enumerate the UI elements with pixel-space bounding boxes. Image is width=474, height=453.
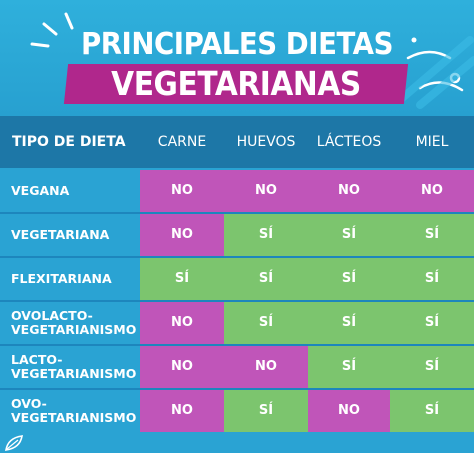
row-divider [0, 300, 474, 302]
column-header-diet-type: TIPO DE DIETA [12, 134, 126, 150]
row-label: VEGETARIANA [0, 214, 140, 256]
table-cell: SÍ [390, 302, 474, 344]
table-cell: SÍ [308, 258, 390, 300]
title-highlight: VEGETARIANAS [63, 64, 409, 104]
title-line-2: VEGETARIANAS [111, 64, 361, 103]
row-label-line-2: VEGETARIANISMO [11, 410, 137, 425]
row-divider [0, 344, 474, 346]
table-cell: SÍ [308, 346, 390, 388]
row-label: OVOLACTO- VEGETARIANISMO [0, 302, 140, 344]
table-row: OVO- VEGETARIANISMO NO SÍ NO SÍ [0, 390, 474, 432]
column-header-carne: CARNE [157, 134, 207, 150]
table-cell: SÍ [390, 346, 474, 388]
row-label-line-1: FLEXITARIANA [11, 271, 112, 286]
header: PRINCIPALES DIETAS VEGETARIANAS [0, 0, 474, 116]
table-cell: SÍ [390, 258, 474, 300]
table-cell: SÍ [224, 214, 308, 256]
row-label: FLEXITARIANA [0, 258, 140, 300]
table-row: VEGANA NO NO NO NO [0, 170, 474, 212]
table-cell: SÍ [224, 258, 308, 300]
row-label-line-1: LACTO- [11, 352, 63, 367]
table-cell: SÍ [224, 302, 308, 344]
title-line-1: PRINCIPALES DIETAS [80, 27, 394, 62]
table-row: LACTO- VEGETARIANISMO NO NO SÍ SÍ [0, 346, 474, 388]
table-cell: NO [140, 390, 224, 432]
table-cell: SÍ [390, 214, 474, 256]
table-cell: SÍ [390, 390, 474, 432]
table-row: OVOLACTO- VEGETARIANISMO NO SÍ SÍ SÍ [0, 302, 474, 344]
table-cell: NO [308, 390, 390, 432]
table-cell: NO [140, 214, 224, 256]
table-cell: SÍ [140, 258, 224, 300]
row-label-line-1: VEGETARIANA [11, 227, 110, 242]
row-label: OVO- VEGETARIANISMO [0, 390, 140, 432]
column-header-huevos: HUEVOS [236, 134, 296, 150]
row-label-line-2: VEGETARIANISMO [11, 366, 137, 381]
table-cell: SÍ [308, 302, 390, 344]
row-divider [0, 212, 474, 214]
table-cell: NO [140, 170, 224, 212]
table-row: FLEXITARIANA SÍ SÍ SÍ SÍ [0, 258, 474, 300]
row-label: VEGANA [0, 170, 140, 212]
table-header-row: TIPO DE DIETA CARNE HUEVOS LÁCTEOS MIEL [0, 116, 474, 168]
row-label-line-1: VEGANA [11, 183, 70, 198]
column-header-lacteos: LÁCTEOS [316, 134, 382, 150]
brush-strokes-icon [396, 36, 474, 109]
table-cell: SÍ [224, 390, 308, 432]
table-cell: NO [140, 302, 224, 344]
row-divider [0, 388, 474, 390]
row-label-line-1: OVO- [11, 396, 47, 411]
table-cell: NO [390, 170, 474, 212]
leaf-icon [5, 435, 23, 451]
table-cell: NO [224, 346, 308, 388]
sparkle-lines-icon [30, 12, 74, 48]
table-cell: SÍ [308, 214, 390, 256]
row-label: LACTO- VEGETARIANISMO [0, 346, 140, 388]
row-divider [0, 256, 474, 258]
row-label-line-1: OVOLACTO- [11, 308, 93, 323]
table-cell: NO [140, 346, 224, 388]
table-cell: NO [308, 170, 390, 212]
row-label-line-2: VEGETARIANISMO [11, 322, 137, 337]
table-cell: NO [224, 170, 308, 212]
column-header-miel: MIEL [415, 134, 449, 150]
table-row: VEGETARIANA NO SÍ SÍ SÍ [0, 214, 474, 256]
